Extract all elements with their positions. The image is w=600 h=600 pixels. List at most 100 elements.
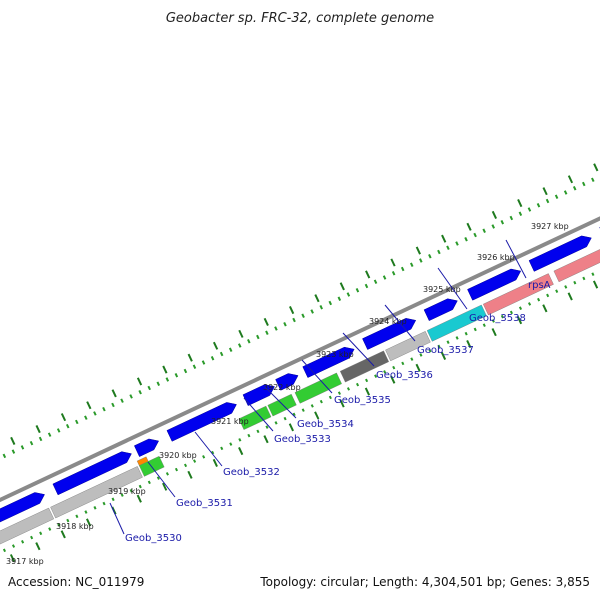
gene-label-geob-3532[interactable]: Geob_3532 [223,467,280,478]
reverse-gene-block-7[interactable] [294,372,342,404]
outer-dot [464,237,468,242]
inner-major-tick [364,387,371,396]
inner-major-tick [85,518,92,527]
scale-label-3920: 3920 kbp [159,451,197,460]
inner-major-tick [60,530,66,539]
gene-label-geob-3537[interactable]: Geob_3537 [417,345,474,356]
outer-major-tick [289,306,295,315]
outer-major-tick [390,258,396,267]
outer-dot [201,360,206,365]
outer-major-tick [162,365,168,374]
outer-major-tick [111,389,117,398]
inner-major-tick [212,458,218,468]
gene-label-geob-3535[interactable]: Geob_3535 [334,395,391,406]
inner-dot [410,357,414,361]
scale-label-3926: 3926 kbp [477,253,515,262]
gene-label-geob-3534[interactable]: Geob_3534 [297,419,354,430]
inner-dot [428,348,432,353]
reverse-gene-block-2[interactable] [50,466,143,519]
scale-label-3919: 3919 kbp [108,487,146,496]
inner-dot [111,497,115,502]
outer-dot [56,428,61,433]
reverse-gene-block-6[interactable] [267,393,297,417]
outer-dot [29,440,34,446]
inner-dot [365,378,369,383]
inner-major-tick [162,482,168,491]
inner-dot [528,302,532,306]
outer-dot [65,423,70,429]
outer-dot [138,389,142,395]
gene-forward-10[interactable] [467,268,522,301]
inner-dot [283,416,287,421]
inner-dot [337,391,341,395]
outer-dot [509,215,514,221]
gene-forward-11[interactable] [528,235,592,272]
gene-forward-3[interactable] [134,438,160,457]
outer-dot [554,194,559,200]
gene-label-geob-3530[interactable]: Geob_3530 [125,533,182,544]
gene-forward-5[interactable] [242,384,275,406]
gene-label-geob-3538[interactable]: Geob_3538 [469,313,526,324]
inner-dot [346,387,351,391]
outer-dot [20,445,25,450]
inner-dot [419,353,423,357]
inner-dot [464,331,468,336]
inner-dot [292,412,296,417]
gene-forward-1[interactable] [0,492,45,538]
reverse-gene-block-12[interactable] [553,246,600,283]
outer-dot [256,334,260,340]
scale-label-3925: 3925 kbp [423,285,461,294]
reverse-gene-block-1[interactable] [0,507,55,556]
outer-dot [337,296,342,301]
gene-label-geob-3531[interactable]: Geob_3531 [176,498,233,509]
gene-forward-7[interactable] [302,346,355,378]
outer-dot [156,381,161,386]
accession-text: Accession: NC_011979 [8,575,144,589]
outer-dot [301,313,305,318]
inner-dot [518,306,523,310]
outer-dot [382,275,387,280]
inner-major-tick [314,411,320,420]
inner-dot [156,476,160,480]
inner-dot [392,365,396,370]
gene-forward-4[interactable] [166,402,237,442]
outer-dot [518,211,523,217]
inner-dot [265,425,269,429]
gene-label-geob-3536[interactable]: Geob_3536 [376,370,433,381]
outer-dot [174,372,179,378]
outer-dot [591,177,595,183]
reverse-gene-block-5[interactable] [238,405,272,430]
gene-forward-2[interactable] [52,451,132,496]
reverse-gene-block-8[interactable] [339,350,390,383]
gene-label-rpsa[interactable]: rpsA [528,280,551,291]
outer-dot [228,347,233,352]
inner-major-tick [9,554,16,563]
inner-dot [500,314,504,319]
outer-major-tick [60,413,67,422]
scale-label-3918: 3918 kbp [56,522,94,531]
inner-dot [202,455,206,459]
inner-major-tick [542,304,548,313]
outer-dot [2,453,7,459]
inner-dot [582,276,586,281]
inner-dot [21,540,25,544]
inner-dot [229,442,233,446]
outer-major-tick [314,294,320,303]
gene-forward-9[interactable] [423,298,458,321]
inner-dot [437,344,441,349]
inner-major-tick [466,339,472,349]
outer-dot [283,321,287,327]
outer-dot [165,377,170,382]
gene-label-geob-3533[interactable]: Geob_3533 [274,434,331,445]
outer-dot [11,449,16,454]
outer-major-tick [415,246,421,255]
reverse-gene-block-11[interactable] [482,273,554,316]
outer-dot [536,203,541,208]
outer-dot [219,351,224,357]
outer-dot [265,330,269,335]
outer-dot [210,355,215,361]
reverse-gene-block-10[interactable] [426,304,487,342]
gene-forward-6[interactable] [275,373,299,391]
outer-dot [47,432,52,437]
